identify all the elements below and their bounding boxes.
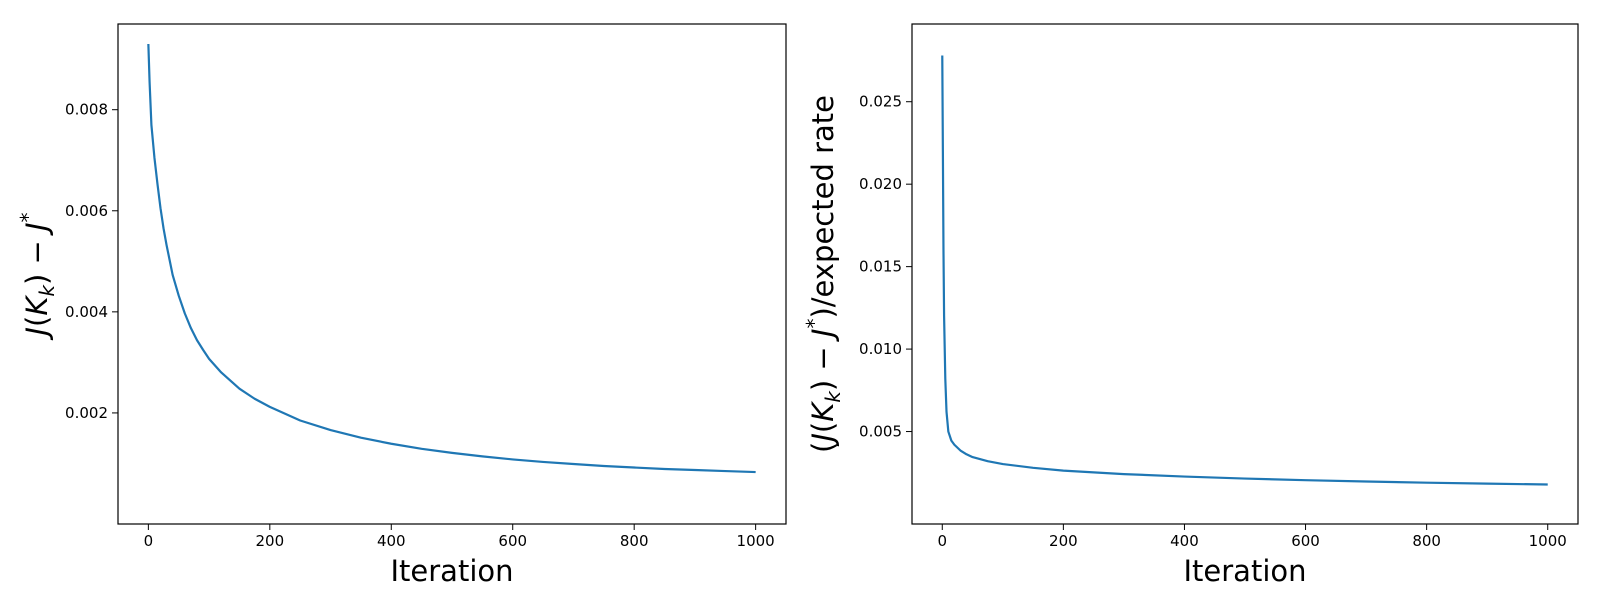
right-x-tick-label: 400	[1170, 532, 1199, 550]
left-y-tick-label: 0.008	[65, 101, 108, 119]
left-y-tick-label: 0.006	[65, 202, 108, 220]
right-ylabel-paren: (	[806, 442, 840, 453]
left-series-line-0	[147, 43, 756, 474]
left-x-tick-label: 200	[255, 532, 284, 550]
right-x-tick-label: 600	[1291, 532, 1320, 550]
right-y-tick-label: 0.020	[859, 175, 902, 193]
left-x-ticks: 0 200 400 600 800 1000	[144, 524, 775, 550]
right-x-tick-label: 0	[937, 532, 947, 550]
right-ylabel-rest: )/expected rate	[806, 95, 840, 319]
left-x-tick-label: 800	[620, 532, 649, 550]
left-y-tick-label: 0.004	[65, 303, 108, 321]
right-x-tick-label: 800	[1412, 532, 1441, 550]
right-ylabel-k: K	[806, 401, 840, 422]
left-y-ticks: 0.002 0.004 0.006 0.008	[65, 101, 118, 422]
left-y-tick-label: 0.002	[65, 404, 108, 422]
right-plot-frame	[911, 23, 1579, 525]
left-plot-frame	[117, 23, 787, 525]
right-x-axis-label: Iteration	[1183, 554, 1306, 588]
right-ylabel-open: (	[806, 422, 840, 433]
right-ylabel-sub: k	[821, 390, 845, 403]
chart-right: 0 200 400 600 800 1000 0.0050.0100.0150.0200.…	[802, 23, 1579, 588]
right-series-line-0	[941, 55, 1548, 486]
right-y-tick-label: 0.005	[859, 423, 902, 441]
left-x-tick-label: 600	[498, 532, 527, 550]
left-ylabel-minus: ) −	[20, 231, 54, 285]
chart-left: 0 200 400 600 800 1000 0.002 0.004 0.006 0.008 I…	[16, 23, 787, 588]
right-x-tick-label: 1000	[1529, 532, 1567, 550]
right-y-tick-label: 0.025	[859, 93, 902, 111]
left-x-tick-label: 400	[377, 532, 406, 550]
right-x-tick-label: 200	[1049, 532, 1078, 550]
right-y-tick-label: 0.010	[859, 340, 902, 358]
right-y-tick-label: 0.015	[859, 258, 902, 276]
left-ylabel-star: *	[16, 212, 40, 222]
left-series-group	[147, 43, 756, 474]
right-series-group	[941, 55, 1548, 486]
right-ylabel-star: *	[802, 319, 826, 329]
left-x-tick-label: 1000	[737, 532, 775, 550]
left-ylabel-k: K	[20, 295, 54, 316]
left-x-axis-label: Iteration	[390, 554, 513, 588]
left-ylabel-sub: k	[35, 284, 59, 297]
right-x-ticks: 0 200 400 600 800 1000	[937, 524, 1567, 550]
right-y-ticks: 0.005 0.010 0.015 0.020 0.025	[859, 93, 912, 441]
right-ylabel-minus: ) −	[806, 337, 840, 391]
left-ylabel-open: (	[20, 316, 54, 327]
left-y-axis-label: J(Kk) − J*	[16, 212, 59, 340]
right-y-axis-label: (J(Kk) − J*)/expected rate	[802, 95, 845, 453]
left-x-tick-label: 0	[144, 532, 154, 550]
